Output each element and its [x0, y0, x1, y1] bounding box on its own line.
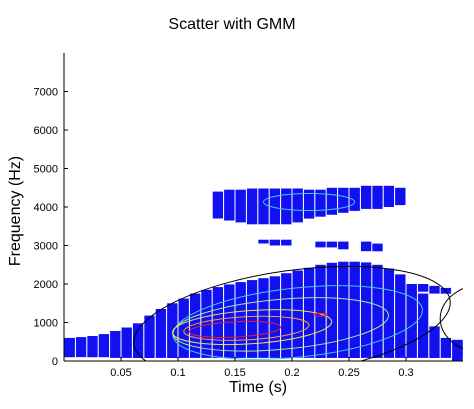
scatter-column-upper	[235, 189, 247, 223]
scatter-column-upper	[337, 187, 349, 213]
gmm-contour	[263, 193, 356, 211]
x-tick-label: 0.1	[170, 367, 185, 379]
scatter-column-upper	[303, 189, 315, 219]
scatter-column-upper	[246, 188, 258, 225]
scatter-column	[315, 264, 326, 358]
scatter-column-upper	[326, 187, 338, 215]
y-tick-label: 3000	[34, 241, 58, 253]
scatter-column	[269, 276, 281, 358]
scatter-column	[429, 326, 440, 358]
scatter-column-upper	[280, 188, 292, 225]
x-tick-label: 0.25	[338, 367, 359, 379]
x-tick-label: 0.05	[110, 367, 131, 379]
plot-area: 0.05 0.1 0.15 0.2 0.25 0.3 0 1000 2000 3000 4000 50…	[34, 53, 463, 379]
scatter-column-mid	[326, 241, 338, 248]
scatter-column-upper	[315, 189, 326, 217]
y-tick-label: 0	[52, 356, 58, 368]
scatter-column	[292, 270, 304, 358]
scatter-column	[280, 273, 292, 358]
scatter-column-upper	[212, 191, 224, 219]
scatter-column-mid	[258, 239, 269, 244]
y-tick-label: 2000	[34, 279, 58, 291]
scatter-column-tail	[451, 339, 463, 361]
gmm-contour	[171, 309, 333, 346]
scatter-column	[87, 336, 98, 358]
scatter-column-upper	[269, 188, 281, 225]
scatter-column	[246, 280, 258, 358]
scatter-column-upper	[383, 185, 395, 207]
scatter-column-mid	[337, 241, 349, 250]
scatter-column-upper	[372, 185, 383, 209]
scatter-column	[155, 309, 167, 358]
scatter-column-upper	[349, 187, 361, 211]
scatter-column	[75, 337, 87, 358]
scatter-column	[121, 327, 133, 358]
scatter-column	[360, 262, 372, 358]
scatter-column	[326, 262, 338, 358]
scatter-column	[372, 264, 383, 358]
scatter-column	[178, 298, 190, 358]
gmm-contour	[183, 315, 310, 341]
x-axis-label: Time (s)	[229, 379, 287, 396]
y-axis-label: Frequency (Hz)	[7, 156, 24, 266]
gmm-contour	[313, 312, 328, 317]
scatter-column	[223, 284, 235, 358]
gmm-contour	[188, 320, 282, 338]
chart-title: Scatter with GMM	[168, 16, 295, 33]
scatter-column-upper	[394, 187, 406, 206]
x-tick-label: 0.3	[398, 367, 413, 379]
scatter-points	[64, 53, 463, 361]
y-tick-label: 5000	[34, 164, 58, 176]
scatter-column	[98, 334, 110, 358]
scatter-column	[144, 315, 155, 358]
scatter-column-upper	[292, 188, 304, 223]
scatter-column	[64, 337, 76, 358]
scatter-column	[166, 303, 178, 358]
scatter-column	[109, 331, 121, 358]
scatter-column	[349, 261, 361, 358]
scatter-column-tail	[429, 285, 440, 294]
x-tick-label: 0.15	[224, 367, 245, 379]
scatter-column-tail	[417, 284, 429, 292]
gmm-contour	[439, 288, 463, 350]
scatter-column	[189, 293, 201, 358]
scatter-column	[417, 293, 429, 358]
scatter-column	[258, 278, 269, 358]
scatter-column	[394, 274, 406, 358]
scatter-column	[212, 287, 224, 358]
y-tick-label: 4000	[34, 202, 58, 214]
y-tick-label: 7000	[34, 87, 58, 99]
scatter-column	[337, 261, 349, 358]
scatter-column-mid	[280, 239, 292, 246]
scatter-column-upper	[258, 188, 269, 225]
y-tick-label: 1000	[34, 318, 58, 330]
scatter-column	[440, 337, 452, 358]
scatter-column	[201, 289, 212, 358]
scatter-column	[235, 282, 247, 358]
scatter-column-upper	[360, 185, 372, 209]
scatter-column-mid	[372, 243, 383, 252]
scatter-column	[303, 267, 315, 358]
x-tick-label: 0.2	[284, 367, 299, 379]
scatter-column-upper	[223, 189, 235, 221]
y-tick-label: 6000	[34, 125, 58, 137]
scatter-column-mid	[315, 241, 326, 248]
gmm-contour	[133, 265, 451, 361]
scatter-column-mid	[269, 239, 281, 246]
scatter-column	[406, 284, 418, 358]
scatter-column	[132, 323, 144, 358]
scatter-column-mid	[360, 241, 372, 252]
scatter-column	[383, 268, 395, 358]
